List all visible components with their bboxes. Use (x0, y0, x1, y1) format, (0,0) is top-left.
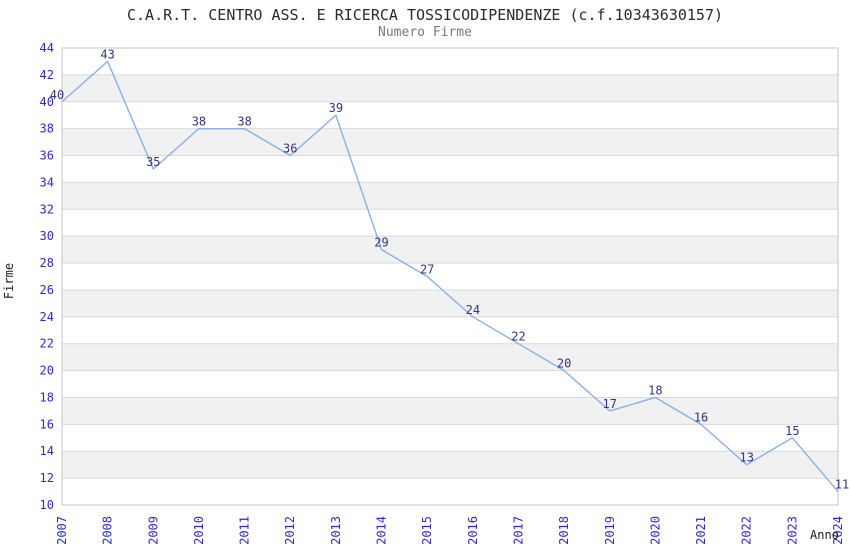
y-tick-label: 18 (40, 390, 54, 404)
point-label: 39 (329, 101, 343, 115)
x-tick-label: 2023 (785, 516, 799, 545)
point-label: 38 (237, 115, 251, 129)
x-tick-label: 2007 (55, 516, 69, 545)
point-label: 38 (192, 115, 206, 129)
point-label: 35 (146, 155, 160, 169)
x-tick-label: 2019 (603, 516, 617, 545)
point-label: 11 (835, 478, 849, 492)
plot-band (62, 236, 838, 264)
y-tick-label: 22 (40, 337, 54, 351)
y-tick-label: 14 (40, 444, 54, 458)
x-tick-label: 2012 (283, 516, 297, 545)
x-tick-label: 2022 (740, 516, 754, 545)
x-tick-label: 2014 (375, 516, 389, 545)
y-tick-label: 32 (40, 202, 54, 216)
plot-band (62, 397, 838, 425)
y-tick-label: 12 (40, 471, 54, 485)
x-tick-label: 2011 (238, 516, 252, 545)
x-tick-label: 2015 (420, 516, 434, 545)
point-label: 29 (374, 236, 388, 250)
y-tick-label: 16 (40, 417, 54, 431)
x-tick-label: 2013 (329, 516, 343, 545)
x-tick-label: 2020 (648, 516, 662, 545)
plot-band (62, 128, 838, 156)
y-tick-label: 36 (40, 149, 54, 163)
point-label: 16 (694, 410, 708, 424)
y-tick-label: 28 (40, 256, 54, 270)
plot-band (62, 343, 838, 371)
point-label: 20 (557, 357, 571, 371)
x-tick-label: 2010 (192, 516, 206, 545)
plot-border (61, 47, 839, 506)
x-tick-label: 2017 (511, 516, 525, 545)
chart-title: C.A.R.T. CENTRO ASS. E RICERCA TOSSICODI… (126, 6, 724, 24)
chart-subtitle: Numero Firme (378, 25, 472, 40)
y-tick-label: 42 (40, 68, 54, 82)
y-tick-label: 44 (40, 41, 54, 55)
point-label: 40 (50, 88, 64, 102)
y-tick-label: 34 (40, 175, 54, 189)
y-tick-label: 40 (40, 95, 54, 109)
point-label: 17 (603, 397, 617, 411)
y-tick-label: 38 (40, 122, 54, 136)
point-label: 27 (420, 263, 434, 277)
series-line (61, 60, 839, 493)
y-tick-label: 26 (40, 283, 54, 297)
point-label: 43 (100, 47, 114, 61)
point-label: 13 (739, 451, 753, 465)
point-label: 15 (785, 424, 799, 438)
point-label: 22 (511, 330, 525, 344)
y-tick-label: 20 (40, 364, 54, 378)
x-tick-label: 2018 (557, 516, 571, 545)
point-label: 24 (466, 303, 480, 317)
x-tick-label: 2008 (101, 516, 115, 545)
x-tick-label: 2021 (694, 516, 708, 545)
y-tick-label: 10 (40, 498, 54, 512)
x-tick-label: 2009 (146, 516, 160, 545)
plot-band (62, 74, 838, 102)
y-axis-title: Firme (2, 262, 16, 300)
plot-band (62, 182, 838, 210)
point-label: 36 (283, 142, 297, 156)
plot-band (62, 451, 838, 479)
x-tick-label: 2024 (831, 516, 845, 545)
y-tick-label: 24 (40, 310, 54, 324)
y-tick-label: 30 (40, 229, 54, 243)
x-axis-title: Anno (810, 528, 839, 542)
plot-band (62, 289, 838, 317)
point-label: 18 (648, 383, 662, 397)
x-tick-label: 2016 (466, 516, 480, 545)
